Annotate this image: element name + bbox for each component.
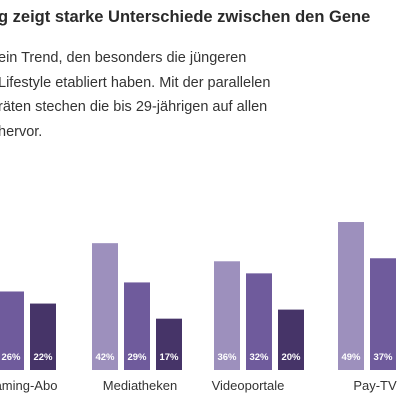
intro-line-4: hervor. [0, 123, 43, 140]
bar-value-label: 42% [95, 352, 115, 363]
bar-value-label: 49% [341, 352, 361, 363]
bar-3-1 [370, 258, 396, 370]
bar-0-1 [0, 291, 24, 370]
intro-text: ein Trend, den besonders die jüngeren Li… [0, 46, 400, 144]
bar-value-label: 36% [217, 352, 237, 363]
intro-line-3: räten stechen die bis 29-jährigen auf al… [0, 99, 268, 115]
category-label: Videoportale [212, 378, 285, 393]
bar-value-label: 20% [281, 352, 301, 363]
category-label: aming-Abo [0, 378, 57, 393]
bar-0-2 [30, 303, 56, 370]
chart-headline: g zeigt starke Unterschiede zwischen den… [0, 8, 371, 26]
bar-3-0 [338, 222, 364, 370]
category-label: Mediatheken [103, 378, 177, 393]
bar-2-2 [278, 309, 304, 370]
bar-value-label: 17% [159, 352, 179, 363]
intro-line-2: Lifestyle etabliert haben. Mit der paral… [0, 74, 271, 91]
bar-value-label: 32% [249, 352, 269, 363]
bar-value-label: 37% [373, 352, 393, 363]
bar-1-0 [92, 243, 118, 370]
bar-1-1 [124, 282, 150, 370]
bar-2-1 [246, 273, 272, 370]
bar-value-label: 29% [127, 352, 147, 363]
category-label: Pay-TV [353, 378, 397, 393]
bar-value-label: 26% [1, 352, 21, 363]
bar-value-label: 22% [33, 352, 53, 363]
intro-line-1: ein Trend, den besonders die jüngeren [0, 50, 247, 66]
bar-2-0 [214, 261, 240, 370]
bar-1-2 [156, 318, 182, 370]
